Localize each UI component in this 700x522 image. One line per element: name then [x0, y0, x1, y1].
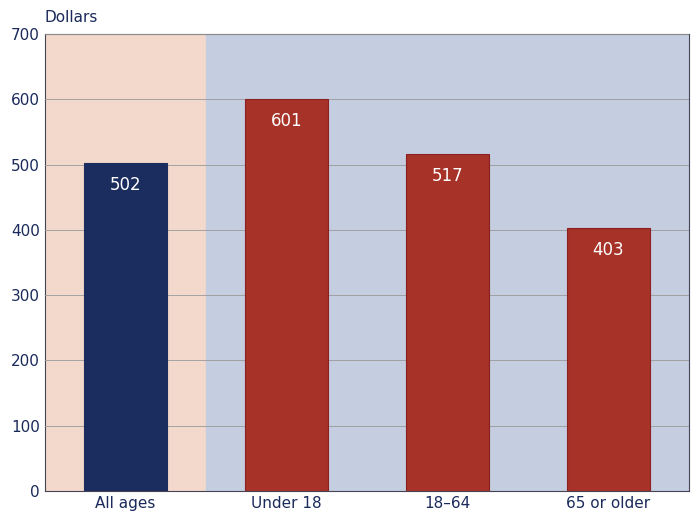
Bar	[244, 99, 328, 491]
Bar	[45, 34, 206, 491]
Text: Dollars: Dollars	[45, 10, 98, 25]
Text: 502: 502	[110, 176, 141, 194]
Text: 517: 517	[432, 167, 463, 185]
Bar	[206, 34, 689, 491]
Bar	[83, 163, 167, 491]
Bar	[405, 153, 489, 491]
Text: 403: 403	[593, 241, 624, 259]
Text: 601: 601	[271, 112, 302, 130]
Bar	[566, 228, 650, 491]
